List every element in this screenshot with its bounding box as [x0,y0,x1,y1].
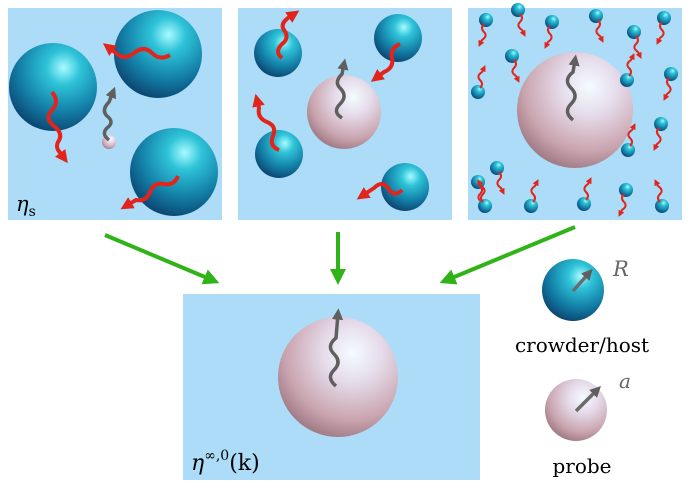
legend: R crowder/host a probe [515,257,649,478]
probe-radius-symbol: a [619,369,631,393]
panel-medium-crowders [238,8,452,220]
wavy-motion-arrow-icon [595,19,604,43]
crowder-sphere-icon [374,14,422,62]
crowder-radius-symbol: R [612,257,629,281]
wavy-motion-arrow-icon [653,127,662,151]
wavy-motion-arrow-icon [46,90,68,164]
wavy-motion-arrow-icon [477,179,486,203]
crowder-sphere-icon [9,43,97,131]
crowder-sphere-icon [381,163,429,211]
wavy-motion-arrow-icon [328,308,344,388]
panel-result: η∞,0(k) [183,294,480,480]
crowder-sphere-icon [545,15,559,29]
flow-arrow-icon [104,233,220,285]
radius-arrow-icon [571,268,593,293]
wavy-motion-arrow-icon [102,43,172,60]
probe-sphere-icon [307,75,381,149]
crowder-sphere-icon [664,67,678,81]
probe-sphere-icon [278,317,398,437]
crowder-caption: crowder/host [515,333,649,357]
crowder-sphere-icon [620,73,634,87]
crowder-sphere-icon [479,13,493,27]
wavevector-viscosity-label: η∞,0(k) [191,448,260,476]
crowder-sphere-icon [654,117,668,131]
wavy-motion-arrow-icon [633,35,642,59]
wavy-motion-arrow-icon [102,86,117,142]
crowder-sphere-icon [655,199,669,213]
wavy-motion-arrow-icon [627,123,636,147]
radius-arrow-icon [574,386,601,413]
wavy-motion-arrow-icon [656,21,665,45]
crowder-sphere-icon [255,130,303,178]
crowder-sphere-icon [511,3,525,17]
wavy-motion-arrow-icon [477,185,486,209]
wavy-motion-arrow-icon [478,23,487,47]
crowder-sphere-icon [627,25,641,39]
flow-arrows [104,225,576,285]
crowder-sphere-icon [490,161,504,175]
crowder-sphere-icon [621,143,635,157]
wavy-motion-arrow-icon [626,53,635,77]
wavy-motion-arrow-icon [565,54,580,122]
crowder-sphere-icon [114,10,202,98]
small-crowder-cloud [471,3,678,217]
crowder-sphere-icon [577,197,591,211]
wavy-motion-arrow-icon [544,25,553,49]
probe-caption: probe [552,454,611,478]
crowder-sphere-icon [657,11,671,25]
crowder-sphere-icon [524,199,538,213]
panel-small-crowders [468,3,682,220]
wavy-motion-arrow-icon [496,171,505,195]
probe-sphere-icon [517,52,633,168]
crowder-sphere-icon [589,9,603,23]
solvent-viscosity-label: ηs [16,192,36,220]
crowder-sphere-icon [478,199,492,213]
crowder-sphere-icon [130,128,218,216]
wavy-motion-arrow-icon [654,179,663,203]
wavy-motion-arrow-icon [252,93,280,152]
wavy-motion-arrow-icon [370,42,401,82]
wavy-motion-arrow-icon [583,177,592,201]
wavy-motion-arrow-icon [663,77,672,101]
crowder-sphere-icon [505,49,519,63]
wavy-motion-arrow-icon [477,65,486,89]
crowder-sphere-icon [619,183,633,197]
wavy-motion-arrow-icon [334,58,349,120]
crowder-sphere-icon [471,85,485,99]
wavy-motion-arrow-icon [517,13,526,37]
wavy-motion-arrow-icon [120,175,180,210]
wavy-motion-arrow-icon [618,193,627,217]
wavy-motion-arrow-icon [530,179,539,203]
wavy-motion-arrow-icon [356,182,404,200]
wavy-motion-arrow-icon [276,10,300,60]
wavy-motion-arrow-icon [511,59,520,83]
flow-arrow-icon [439,225,576,285]
panel-large-crowders: ηs [8,8,222,220]
